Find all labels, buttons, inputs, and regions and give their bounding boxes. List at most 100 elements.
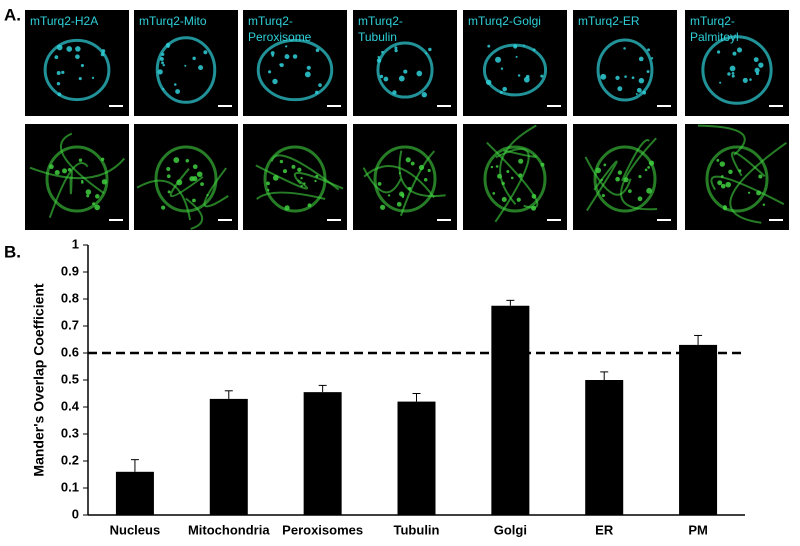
puncta bbox=[161, 61, 164, 65]
puncta bbox=[753, 57, 759, 63]
puncta bbox=[410, 161, 415, 166]
puncta bbox=[728, 169, 733, 175]
puncta bbox=[749, 78, 752, 81]
y-tick-label: 1 bbox=[72, 236, 79, 251]
puncta bbox=[78, 77, 82, 81]
puncta bbox=[627, 189, 632, 193]
x-tick-label: Peroxisomes bbox=[282, 522, 363, 537]
puncta bbox=[189, 176, 195, 182]
puncta bbox=[314, 179, 317, 183]
puncta bbox=[540, 162, 545, 167]
image-label: mTurq2- bbox=[690, 14, 735, 28]
puncta bbox=[101, 49, 106, 53]
puncta bbox=[398, 172, 401, 175]
puncta bbox=[192, 198, 196, 203]
puncta bbox=[94, 204, 101, 211]
puncta bbox=[56, 81, 61, 86]
puncta bbox=[423, 177, 428, 182]
puncta bbox=[720, 175, 724, 178]
puncta bbox=[279, 159, 284, 164]
puncta bbox=[501, 181, 505, 186]
image-label: Tubulin bbox=[358, 30, 397, 44]
puncta bbox=[421, 92, 427, 98]
puncta bbox=[270, 51, 275, 56]
micrograph bbox=[573, 10, 677, 116]
micrograph bbox=[25, 124, 129, 230]
image-label: mTurq2-Golgi bbox=[468, 14, 541, 28]
puncta bbox=[307, 203, 312, 208]
puncta bbox=[315, 48, 320, 53]
puncta bbox=[198, 65, 204, 71]
puncta bbox=[635, 92, 638, 95]
image-label: mTurq2-Mito bbox=[139, 14, 207, 28]
cell bbox=[483, 145, 547, 213]
micrograph bbox=[134, 10, 238, 116]
cell bbox=[731, 151, 766, 177]
bar bbox=[303, 392, 342, 515]
image-label: mTurq2- bbox=[248, 14, 293, 28]
puncta bbox=[196, 171, 203, 178]
cell bbox=[596, 38, 654, 102]
puncta bbox=[500, 67, 504, 70]
puncta bbox=[56, 71, 61, 75]
y-tick-label: 0.4 bbox=[61, 398, 80, 413]
puncta bbox=[192, 164, 198, 170]
micrograph bbox=[134, 124, 238, 230]
puncta bbox=[166, 166, 171, 172]
puncta bbox=[100, 52, 105, 57]
puncta bbox=[101, 179, 108, 185]
puncta bbox=[502, 86, 508, 92]
image-label: mTurq2-ER bbox=[578, 14, 640, 28]
puncta bbox=[282, 169, 288, 174]
cell bbox=[593, 145, 657, 213]
puncta bbox=[727, 72, 731, 76]
puncta bbox=[54, 169, 60, 176]
puncta bbox=[747, 191, 751, 194]
puncta bbox=[377, 56, 380, 59]
puncta bbox=[184, 64, 187, 67]
puncta bbox=[523, 76, 530, 83]
puncta bbox=[731, 74, 735, 78]
puncta bbox=[716, 158, 720, 162]
puncta bbox=[497, 173, 502, 179]
image-label: mTurq2- bbox=[358, 14, 403, 28]
puncta bbox=[495, 165, 499, 168]
cell bbox=[697, 124, 746, 156]
puncta bbox=[56, 44, 63, 51]
puncta bbox=[595, 167, 602, 174]
puncta bbox=[716, 50, 721, 54]
puncta bbox=[75, 54, 80, 60]
puncta bbox=[725, 181, 732, 188]
y-axis-label: Mander's Overlap Coefficient bbox=[31, 283, 47, 476]
puncta bbox=[284, 54, 290, 60]
puncta bbox=[720, 183, 726, 189]
puncta bbox=[638, 174, 642, 179]
puncta bbox=[650, 57, 654, 60]
puncta bbox=[485, 79, 492, 86]
puncta bbox=[638, 77, 645, 84]
y-tick-label: 0.2 bbox=[61, 452, 79, 467]
puncta bbox=[396, 201, 402, 207]
puncta bbox=[162, 63, 165, 67]
puncta bbox=[377, 181, 382, 186]
x-tick-label: Nucleus bbox=[110, 522, 161, 537]
puncta bbox=[380, 204, 386, 210]
puncta bbox=[615, 75, 620, 81]
puncta bbox=[398, 75, 405, 82]
cell bbox=[169, 168, 204, 198]
bar bbox=[491, 305, 530, 515]
puncta bbox=[292, 54, 298, 59]
y-tick-label: 0.7 bbox=[61, 317, 79, 332]
x-tick-label: Tubulin bbox=[394, 522, 440, 537]
puncta bbox=[416, 70, 423, 77]
puncta bbox=[418, 164, 425, 171]
puncta bbox=[646, 70, 650, 74]
y-tick-label: 0.9 bbox=[61, 263, 79, 278]
puncta bbox=[732, 51, 737, 56]
puncta bbox=[405, 157, 411, 163]
puncta bbox=[648, 160, 655, 166]
puncta bbox=[161, 205, 166, 210]
puncta bbox=[638, 56, 644, 62]
y-tick-label: 0.3 bbox=[61, 425, 79, 440]
